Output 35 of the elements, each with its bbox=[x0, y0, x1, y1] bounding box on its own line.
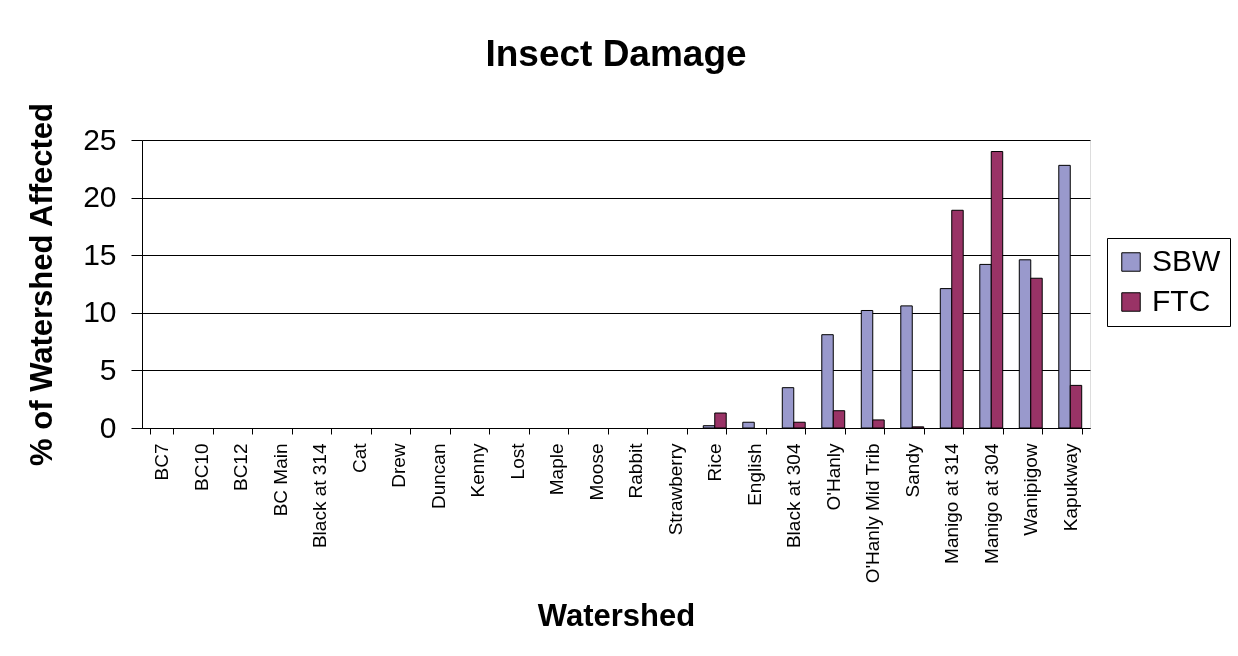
x-tick-label: Black at 304 bbox=[783, 443, 805, 549]
x-tick-label: Lost bbox=[506, 442, 528, 480]
x-tick-label: Cat bbox=[348, 442, 370, 474]
x-tick-label: BC12 bbox=[230, 443, 252, 492]
y-tick-label: 5 bbox=[99, 352, 117, 386]
x-tick-label: Sandy bbox=[901, 443, 923, 498]
x-tick-label: O'Hanly Mid Trib bbox=[862, 443, 884, 584]
x-tick-label: Manigo at 314 bbox=[941, 443, 963, 564]
y-tick-label: 15 bbox=[83, 237, 117, 271]
legend-label: FTC bbox=[1152, 284, 1211, 317]
x-tick-label: BC7 bbox=[151, 443, 173, 481]
y-tick-label: 25 bbox=[83, 122, 117, 156]
x-axis-title: Watershed bbox=[537, 597, 696, 633]
chart-title: Insect Damage bbox=[485, 33, 747, 74]
x-tick-label: Wanipigow bbox=[1020, 443, 1042, 536]
x-tick-label: Drew bbox=[388, 443, 410, 488]
x-tick-label: Maple bbox=[546, 443, 568, 496]
x-tick-label: Duncan bbox=[427, 443, 449, 509]
x-tick-label: Strawberry bbox=[664, 443, 686, 536]
y-tick-label: 20 bbox=[83, 180, 117, 214]
y-tick-label: 0 bbox=[99, 410, 117, 444]
x-tick-label: English bbox=[743, 443, 765, 506]
legend-label: SBW bbox=[1152, 244, 1222, 277]
x-tick-label: Black at 314 bbox=[309, 443, 331, 549]
x-tick-label: Kapukway bbox=[1059, 443, 1081, 532]
x-tick-label: Manigo at 304 bbox=[980, 443, 1002, 564]
y-tick-label: 10 bbox=[83, 295, 117, 329]
x-tick-label: O'Hanly bbox=[822, 443, 844, 511]
x-tick-label: BC Main bbox=[269, 443, 291, 517]
y-axis-title: % of Watershed Affected bbox=[24, 103, 60, 466]
x-tick-label: BC10 bbox=[190, 443, 212, 492]
x-tick-label: Rabbit bbox=[625, 442, 647, 499]
x-tick-label: Moose bbox=[585, 443, 607, 501]
x-tick-label: Rice bbox=[704, 443, 726, 482]
x-tick-label: Kenny bbox=[467, 443, 489, 498]
